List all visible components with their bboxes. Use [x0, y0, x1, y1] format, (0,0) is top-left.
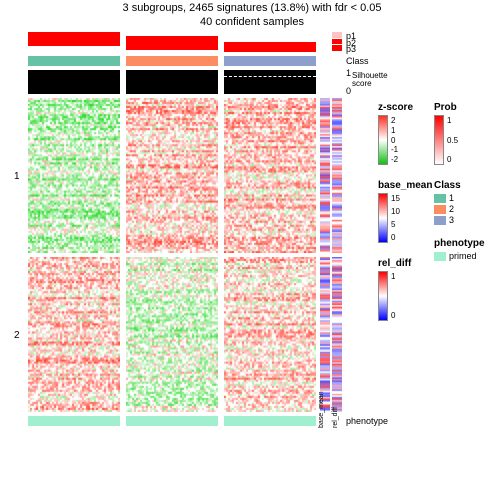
heatmap-block-2 [224, 257, 316, 412]
prob-swatch-p3 [332, 45, 342, 51]
heatmap-block-1 [126, 98, 218, 253]
silhouette-bar [28, 70, 120, 94]
class-bar [126, 56, 218, 66]
label-class: Class [346, 56, 369, 66]
label-p3: p3 [346, 44, 356, 54]
class-bar [224, 56, 316, 66]
heatmap-main [28, 32, 344, 426]
xlabel-base-mean: base_mean [318, 391, 325, 428]
base-mean-strip [320, 32, 330, 426]
phenotype-bar [224, 416, 316, 426]
prob-bar [126, 32, 218, 52]
rel-diff-strip [332, 32, 342, 426]
xlabel-rel-diff: rel_diff [332, 407, 339, 428]
heatmap-block-2 [28, 257, 120, 412]
legend-prob: Prob10.50 [434, 102, 457, 165]
row-label-1: 1 [14, 171, 20, 182]
prob-swatch-p2 [332, 39, 342, 45]
row-label-2: 2 [14, 330, 20, 341]
legend-phenotype: phenotypeprimed [434, 238, 485, 262]
legend-class: Class123 [434, 180, 461, 226]
heatmap-block-1 [224, 98, 316, 253]
legend-zscore: z-score210-1-2 [378, 102, 413, 165]
title-line-1: 3 subgroups, 2465 signatures (13.8%) wit… [0, 2, 504, 14]
title-line-2: 40 confident samples [0, 16, 504, 28]
label-phenotype: phenotype [346, 416, 388, 426]
silhouette-bar [224, 70, 316, 94]
heatmap-block-1 [28, 98, 120, 253]
class-bar [28, 56, 120, 66]
label-sil-1: 1 [346, 68, 351, 78]
label-sil-0: 0 [346, 86, 351, 96]
legend-base-mean: base_mean151050 [378, 180, 432, 243]
prob-swatch-p1 [332, 32, 342, 38]
prob-bar [28, 32, 120, 52]
phenotype-bar [126, 416, 218, 426]
legend-rel-diff: rel_diff10 [378, 258, 411, 321]
prob-bar [224, 32, 316, 52]
phenotype-bar [28, 416, 120, 426]
silhouette-bar [126, 70, 218, 94]
label-silhouette: Silhouettescore [352, 72, 388, 88]
heatmap-block-2 [126, 257, 218, 412]
